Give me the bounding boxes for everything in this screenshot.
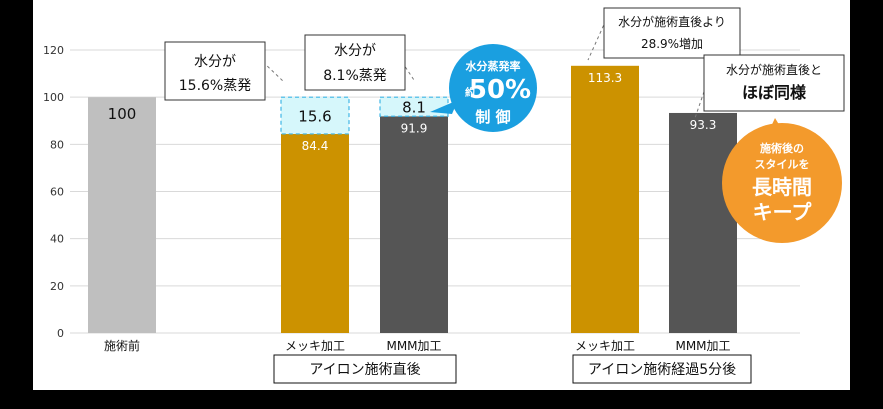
callout-box [703,54,845,112]
blue-badge-text: 制 御 [475,108,510,126]
bar [571,65,639,333]
orange-badge-text: 施術後の [760,141,804,155]
callout-text: ほぼ同様 [742,83,807,102]
orange-badge-big: キープ [753,200,813,224]
evaporated-label: 8.1 [402,99,426,117]
y-tick-label: 60 [50,186,64,199]
x-category-label: メッキ加工 [575,339,635,353]
callout-text: 水分が施術直後と [726,62,822,77]
bar [281,133,349,333]
bar-value-label: 91.9 [401,121,428,135]
bar-value-label: 84.4 [302,139,329,153]
y-tick-label: 0 [57,327,64,340]
callout-text: 8.1%蒸発 [323,68,387,84]
x-category-label: MMM加工 [675,339,730,353]
callout-text: 15.6%蒸発 [179,78,251,94]
callout-text: 28.9%増加 [641,37,703,51]
x-category-label: 施術前 [104,338,140,353]
bar [669,112,737,333]
bar [380,116,448,333]
bar [88,97,156,334]
evaporated-segment [280,96,350,135]
callout-leader [262,61,285,83]
group-label-box [572,354,752,384]
x-category-label: MMM加工 [386,339,441,353]
y-tick-label: 120 [43,44,64,57]
blue-badge-prefix: 約 [465,86,475,99]
callout-box [304,34,406,91]
y-tick-label: 80 [50,138,64,151]
orange-badge-text: スタイルを [755,158,810,171]
callout-text: 水分が [194,54,236,70]
blue-badge-pointer [430,100,458,114]
label-layer: 100 施術前 84.4 メッキ加工 15.6 91.9 MMM加工 8.1 113.3 メッキ加… [104,71,752,384]
callout-leader [401,61,415,81]
evaporated-label: 15.6 [298,108,331,126]
blue-badge-text: 水分蒸発率 [466,59,521,73]
blue-badge [449,44,537,132]
callout-text: 水分が [334,43,376,59]
blue-badge-big: 50% [469,75,531,105]
bar-layer [88,65,737,334]
bar-value-label: 100 [108,105,137,123]
group-label-box [273,354,457,384]
x-category-label: メッキ加工 [285,339,345,353]
group-label: アイロン施術経過5分後 [588,362,736,378]
bar-value-label: 93.3 [690,118,717,132]
callout-box [164,41,266,101]
y-tick-label: 20 [50,280,64,293]
callout-layer: 水分が15.6%蒸発水分が8.1%蒸発水分が施術直後より28.9%増加水分が施術… [164,7,845,119]
callout-leader [587,19,607,61]
callout-box [603,7,741,59]
orange-badge-big: 長時間 [752,175,812,199]
y-tick-label: 40 [50,233,64,246]
y-tick-label: 100 [43,91,64,104]
callout-text: 水分が施術直後より [618,14,726,29]
group-label: アイロン施術直後 [309,361,420,378]
bar-value-label: 113.3 [588,71,622,85]
orange-badge [722,123,842,243]
